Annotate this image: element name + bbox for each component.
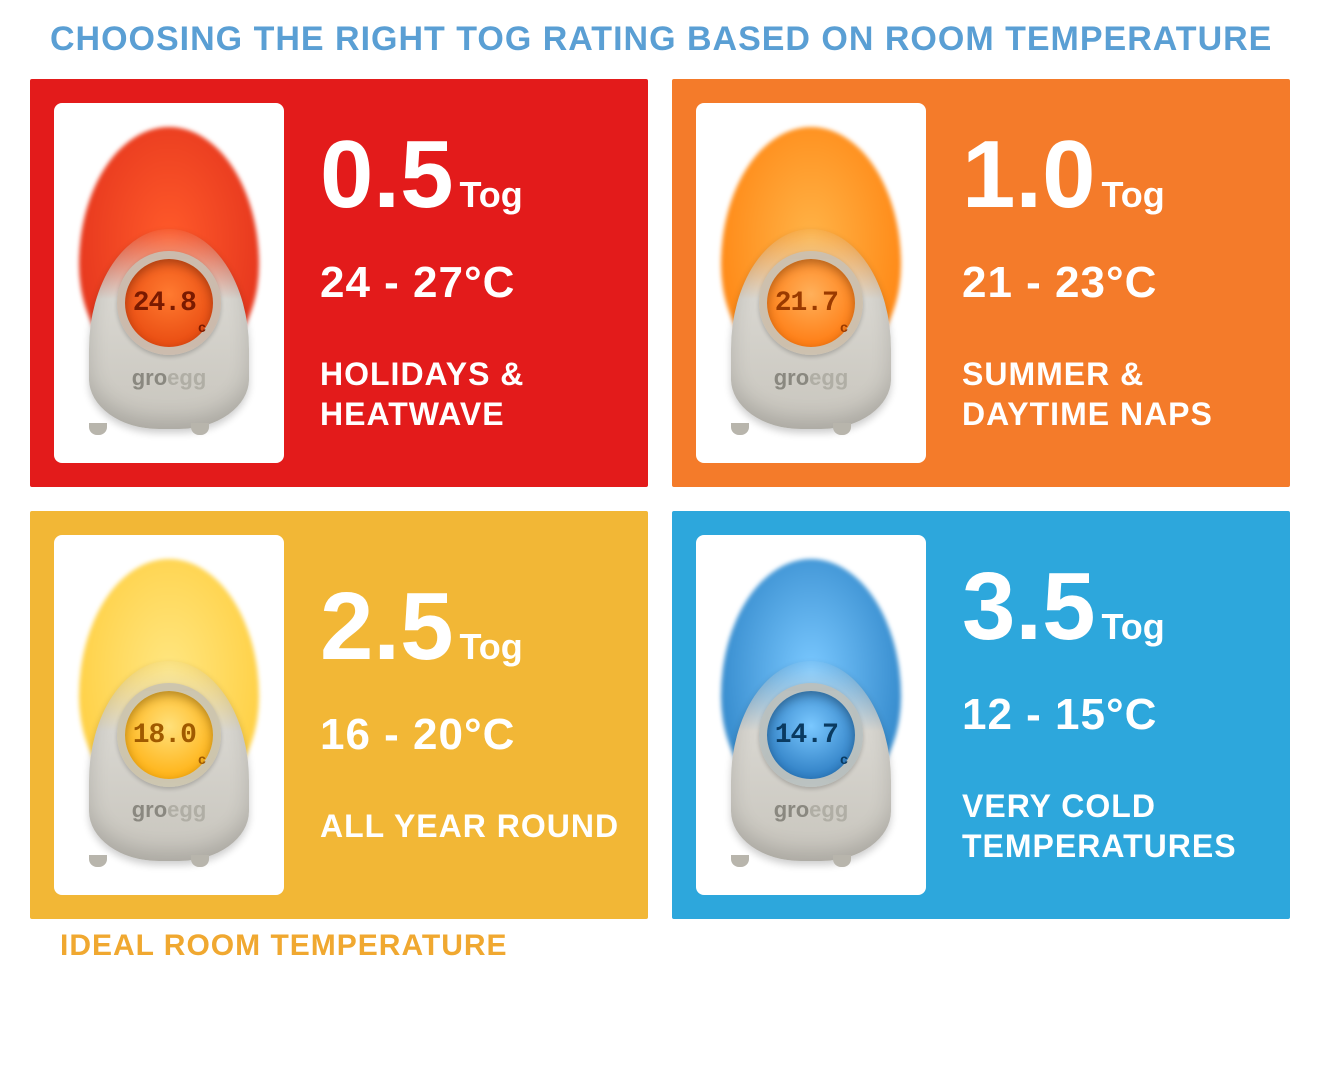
egg-device-frame: 18.0c groegg: [54, 535, 284, 895]
device-brand: groegg: [132, 365, 207, 391]
temp-reading: 21.7: [775, 288, 838, 319]
celsius-unit: c: [198, 321, 205, 337]
tog-unit: Tog: [1101, 606, 1164, 648]
temp-range: 24 - 27°C: [320, 258, 624, 308]
device-brand: groegg: [132, 797, 207, 823]
temperature-display: 24.8c: [117, 251, 221, 355]
temp-range: 12 - 15°C: [962, 690, 1266, 740]
tog-card-hot: 24.8c groegg 0.5 Tog 24 - 27°C HOLIDAYS …: [30, 79, 648, 487]
temp-reading: 14.7: [775, 720, 838, 751]
tog-value: 0.5: [320, 132, 453, 218]
tog-unit: Tog: [459, 174, 522, 216]
tog-unit: Tog: [459, 626, 522, 668]
egg-device-frame: 14.7c groegg: [696, 535, 926, 895]
temp-range: 16 - 20°C: [320, 710, 624, 760]
tog-value: 1.0: [962, 132, 1095, 218]
temperature-display: 21.7c: [759, 251, 863, 355]
celsius-unit: c: [840, 321, 847, 337]
celsius-unit: c: [198, 753, 205, 769]
celsius-unit: c: [840, 753, 847, 769]
groegg-device: 14.7c groegg: [731, 661, 891, 871]
tog-info: 2.5 Tog 16 - 20°C ALL YEAR ROUND: [320, 584, 624, 846]
device-brand: groegg: [774, 365, 849, 391]
temperature-display: 14.7c: [759, 683, 863, 787]
groegg-device: 21.7c groegg: [731, 229, 891, 439]
tog-description: SUMMER & DAYTIME NAPS: [962, 354, 1266, 434]
tog-description: HOLIDAYS & HEATWAVE: [320, 354, 624, 434]
temp-range: 21 - 23°C: [962, 258, 1266, 308]
egg-device-frame: 21.7c groegg: [696, 103, 926, 463]
tog-card-cold: 14.7c groegg 3.5 Tog 12 - 15°C VERY COLD…: [672, 511, 1290, 919]
tog-value: 2.5: [320, 584, 453, 670]
groegg-device: 24.8c groegg: [89, 229, 249, 439]
temp-reading: 18.0: [133, 720, 196, 751]
tog-value: 3.5: [962, 564, 1095, 650]
groegg-device: 18.0c groegg: [89, 661, 249, 871]
ideal-temp-note: IDEAL ROOM TEMPERATURE: [60, 929, 1290, 963]
tog-info: 3.5 Tog 12 - 15°C VERY COLD TEMPERATURES: [962, 564, 1266, 866]
tog-card-warm: 21.7c groegg 1.0 Tog 21 - 23°C SUMMER & …: [672, 79, 1290, 487]
tog-info: 1.0 Tog 21 - 23°C SUMMER & DAYTIME NAPS: [962, 132, 1266, 434]
tog-description: ALL YEAR ROUND: [320, 806, 624, 846]
tog-card-ideal: 18.0c groegg 2.5 Tog 16 - 20°C ALL YEAR …: [30, 511, 648, 919]
tog-unit: Tog: [1101, 174, 1164, 216]
tog-description: VERY COLD TEMPERATURES: [962, 786, 1266, 866]
page-title: CHOOSING THE RIGHT TOG RATING BASED ON R…: [50, 20, 1290, 59]
egg-device-frame: 24.8c groegg: [54, 103, 284, 463]
device-brand: groegg: [774, 797, 849, 823]
temperature-display: 18.0c: [117, 683, 221, 787]
tog-grid: 24.8c groegg 0.5 Tog 24 - 27°C HOLIDAYS …: [30, 79, 1290, 919]
temp-reading: 24.8: [133, 288, 196, 319]
tog-info: 0.5 Tog 24 - 27°C HOLIDAYS & HEATWAVE: [320, 132, 624, 434]
